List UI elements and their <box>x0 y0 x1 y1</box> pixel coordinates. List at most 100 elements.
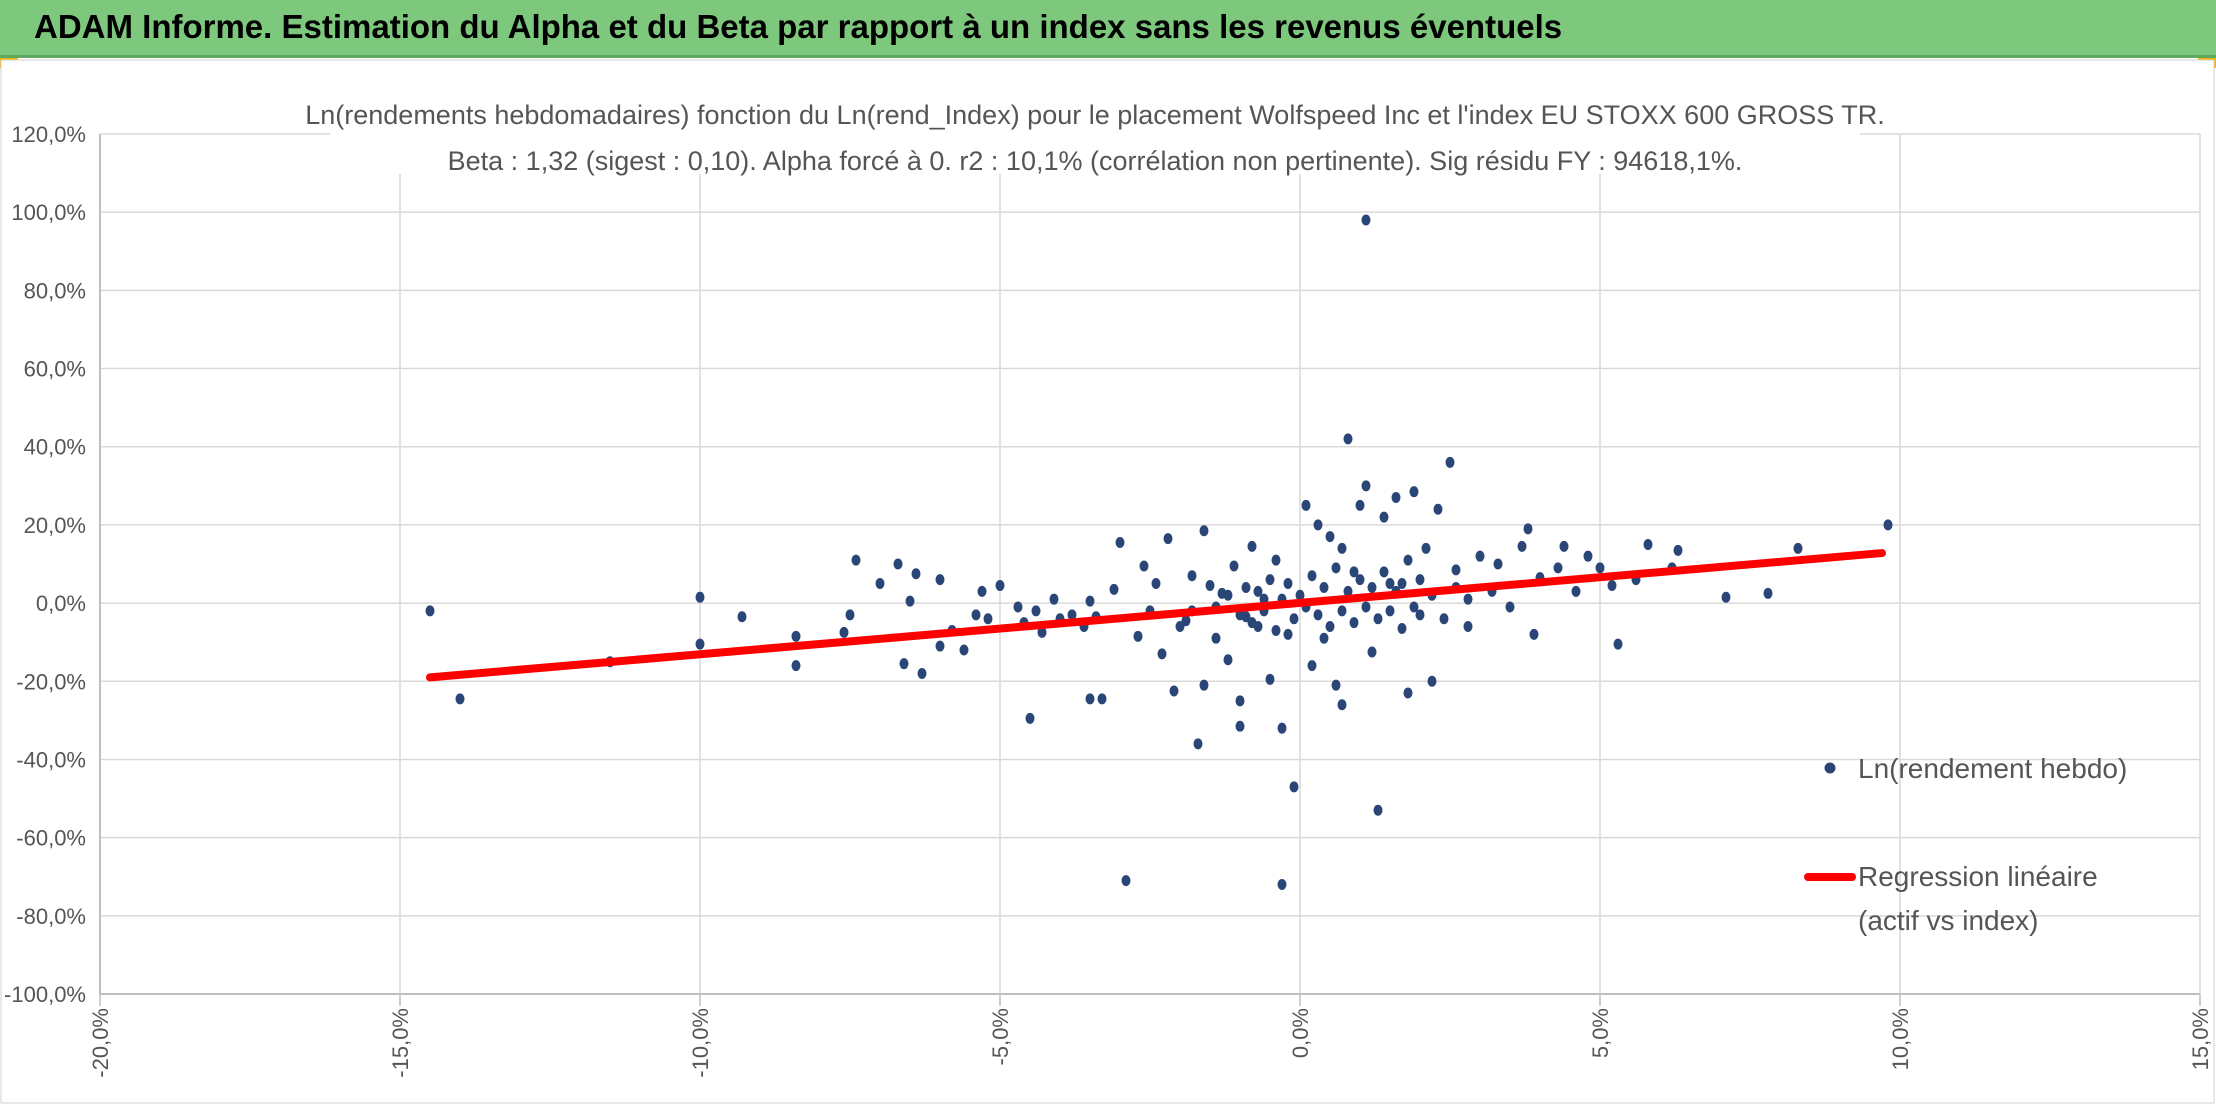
x-tick-label: -15,0% <box>388 1008 413 1078</box>
x-tick-label: -5,0% <box>988 1008 1013 1065</box>
scatter-point <box>1187 570 1197 582</box>
scatter-point <box>1763 587 1773 599</box>
scatter-point <box>1361 480 1371 492</box>
regression-line <box>426 549 1886 682</box>
scatter-point <box>1349 617 1359 629</box>
scatter-point <box>839 626 849 638</box>
scatter-point <box>1553 562 1563 574</box>
legend: Ln(rendement hebdo) Regression linéaire … <box>1804 753 2127 936</box>
x-tick-label: 15,0% <box>2188 1008 2213 1070</box>
scatter-point <box>1505 601 1515 613</box>
scatter-point <box>995 580 1005 591</box>
scatter-point <box>977 585 987 597</box>
scatter-point <box>1595 562 1605 574</box>
scatter-point <box>983 613 993 625</box>
scatter-point <box>1151 578 1161 590</box>
scatter-point <box>1673 544 1683 556</box>
scatter-point <box>1367 581 1377 593</box>
scatter-point <box>1385 605 1395 617</box>
scatter-point <box>959 644 969 656</box>
y-tick-label: 40,0% <box>24 435 86 460</box>
regression-line-group <box>426 549 1886 682</box>
scatter-point <box>1415 574 1425 586</box>
scatter-point <box>1643 538 1653 550</box>
scatter-point <box>1319 581 1329 593</box>
scatter-point <box>1403 554 1413 566</box>
scatter-point <box>1223 589 1233 601</box>
scatter-point <box>1721 591 1731 603</box>
scatter-point <box>1175 621 1185 633</box>
scatter-point <box>1013 601 1023 613</box>
chart-title-line-1: Ln(rendements hebdomadaires) fonction du… <box>305 100 1885 130</box>
scatter-point <box>1289 613 1299 625</box>
scatter-point <box>1247 617 1257 629</box>
scatter-point <box>1439 613 1449 625</box>
scatter-point <box>1793 542 1803 554</box>
scatter-point <box>875 578 885 590</box>
chart-title-line-2: Beta : 1,32 (sigest : 0,10). Alpha forcé… <box>448 146 1743 176</box>
scatter-point <box>1121 875 1131 887</box>
scatter-point <box>917 667 927 679</box>
scatter-point <box>1277 722 1287 734</box>
scatter-point <box>1397 578 1407 590</box>
scatter-point <box>1313 519 1323 531</box>
scatter-point <box>1373 804 1383 816</box>
scatter-point <box>1031 605 1041 617</box>
scatter-point <box>1397 623 1407 634</box>
scatter-point <box>1181 615 1191 627</box>
scatter-point <box>1283 628 1293 640</box>
scatter-point <box>1583 550 1593 562</box>
scatter-point <box>1295 589 1305 601</box>
scatter-point <box>1373 613 1383 625</box>
scatter-point <box>1049 593 1059 605</box>
title-background <box>330 92 1860 174</box>
x-tick-label: 5,0% <box>1588 1008 1613 1058</box>
scatter-point <box>1433 503 1443 515</box>
chart-area <box>0 59 2215 1104</box>
scatter-point <box>1427 675 1437 687</box>
legend-scatter-marker <box>1824 762 1836 774</box>
x-tick-label: 0,0% <box>1288 1008 1313 1058</box>
scatter-point <box>455 693 465 705</box>
legend-line-label-2: (actif vs index) <box>1858 905 2039 936</box>
scatter-point <box>1301 499 1311 511</box>
scatter-point <box>1385 578 1395 590</box>
scatter-point <box>935 640 945 652</box>
scatter-point <box>1367 646 1377 658</box>
banner: ADAM Informe. Estimation du Alpha et du … <box>0 0 2216 58</box>
scatter-point <box>1355 499 1365 511</box>
scatter-point <box>1307 660 1317 672</box>
scatter-chart: -100,0% -80,0% -60,0% -40,0% -20,0% 0,0% 20,0%… <box>0 59 2215 1104</box>
scatter-point <box>935 574 945 586</box>
scatter-point <box>1205 580 1215 591</box>
y-tick-label: -80,0% <box>16 904 86 929</box>
scatter-point <box>1067 609 1077 621</box>
scatter-point <box>1571 585 1581 597</box>
scatter-point <box>899 658 909 670</box>
scatter-point <box>1199 679 1209 691</box>
scatter-point <box>1235 695 1245 707</box>
scatter-point <box>425 605 435 617</box>
scatter-point <box>737 611 747 623</box>
scatter-point <box>1463 593 1473 605</box>
scatter-point <box>1337 605 1347 617</box>
scatter-point <box>1271 624 1281 636</box>
scatter-point <box>971 609 981 621</box>
scatter-point <box>1409 486 1419 498</box>
y-tick-label: -40,0% <box>16 747 86 772</box>
scatter-point <box>1613 638 1623 650</box>
tick-labels: -100,0% -80,0% -60,0% -40,0% -20,0% 0,0% 20,0%… <box>4 122 2213 1078</box>
scatter-point <box>1115 537 1125 548</box>
scatter-point <box>695 591 705 603</box>
scatter-point <box>1133 630 1143 642</box>
y-tick-label: 80,0% <box>24 278 86 303</box>
scatter-point <box>1607 580 1617 591</box>
legend-line-label-1: Regression linéaire <box>1858 861 2098 892</box>
scatter-point <box>1253 585 1263 597</box>
scatter-point <box>1475 550 1485 562</box>
scatter-point <box>1559 540 1569 552</box>
axes <box>99 134 2201 1006</box>
scatter-point <box>791 630 801 642</box>
scatter-point <box>1325 621 1335 633</box>
scatter-point <box>1283 578 1293 590</box>
